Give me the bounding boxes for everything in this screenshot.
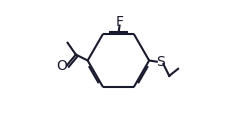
Text: O: O <box>56 59 67 73</box>
Text: S: S <box>156 55 164 69</box>
Text: F: F <box>115 15 123 29</box>
